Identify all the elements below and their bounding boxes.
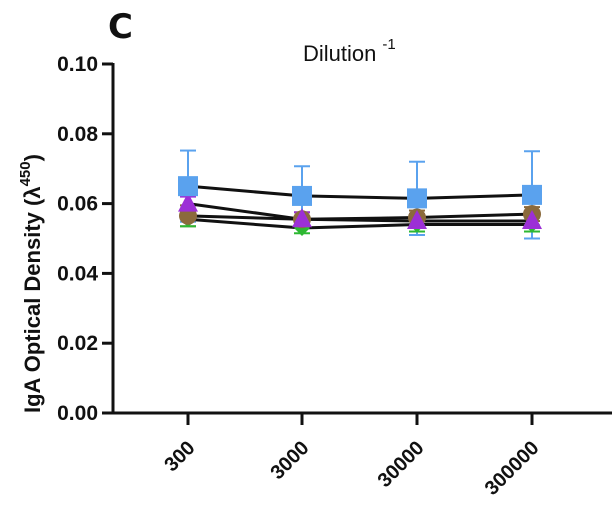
series-line-triangle bbox=[187, 202, 532, 223]
series-lines bbox=[187, 184, 533, 230]
y-ticks: 0.00 0.02 0.04 0.06 0.08 0.10 bbox=[57, 53, 113, 425]
y-tick-label: 0.04 bbox=[57, 262, 98, 285]
marker-triangle bbox=[178, 192, 198, 212]
x-tick-label: 300000 bbox=[481, 437, 544, 500]
y-tick-label: 0.08 bbox=[57, 123, 98, 146]
y-axis-label-text: IgA Optical Density ( bbox=[20, 198, 45, 413]
marker-triangle bbox=[522, 210, 542, 230]
y-axis-label-symbol: λ bbox=[20, 186, 45, 198]
chart-title: Dilution -1 bbox=[303, 36, 396, 66]
marker-square bbox=[178, 176, 198, 197]
x-tick-label: 3000 bbox=[267, 437, 314, 484]
x-tick-label: 30000 bbox=[374, 437, 429, 492]
marker-triangle bbox=[292, 208, 312, 228]
series-layer bbox=[178, 149, 542, 240]
y-tick-label: 0.06 bbox=[57, 193, 98, 216]
axes bbox=[111, 63, 612, 415]
chart-title-text: Dilution bbox=[303, 41, 376, 66]
x-tick-label: 300 bbox=[160, 437, 199, 476]
series-line-circle bbox=[187, 212, 533, 221]
marker-triangle bbox=[407, 210, 427, 230]
chart-title-superscript: -1 bbox=[382, 36, 395, 53]
y-axis-label-superscript: 450 bbox=[17, 161, 34, 186]
marker-square bbox=[407, 188, 427, 209]
marker-square bbox=[292, 185, 312, 206]
panel-label: C bbox=[108, 7, 133, 47]
series-line-square bbox=[187, 184, 533, 200]
y-tick-label: 0.02 bbox=[57, 332, 98, 355]
y-axis-label: IgA Optical Density (λ450) bbox=[17, 154, 45, 413]
x-ticks: 300 3000 30000 300000 bbox=[160, 413, 544, 500]
y-tick-label: 0.00 bbox=[57, 402, 98, 425]
y-axis-label-close: ) bbox=[20, 154, 45, 161]
series-markers bbox=[178, 176, 542, 237]
y-tick-label: 0.10 bbox=[57, 53, 98, 76]
series-line-diamond bbox=[187, 217, 532, 230]
marker-square bbox=[522, 184, 542, 205]
